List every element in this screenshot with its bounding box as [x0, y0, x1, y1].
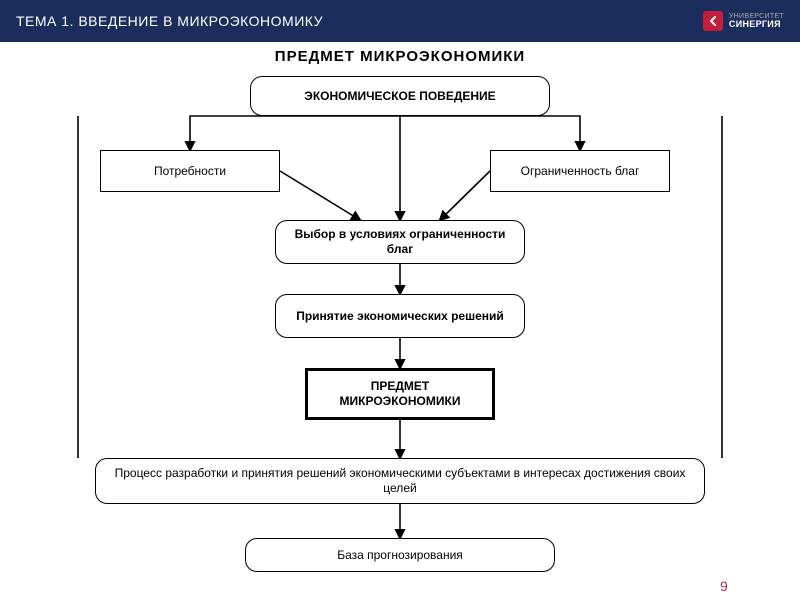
page-number: 9 — [720, 578, 728, 594]
logo-text: УНИВЕРСИТЕТ СИНЕРГИЯ — [729, 13, 784, 29]
node-n4: Выбор в условиях ограниченности благ — [275, 220, 525, 264]
node-n3: Ограниченность благ — [490, 150, 670, 192]
logo: УНИВЕРСИТЕТ СИНЕРГИЯ — [703, 11, 784, 31]
header-bar: ТЕМА 1. ВВЕДЕНИЕ В МИКРОЭКОНОМИКУ УНИВЕР… — [0, 0, 800, 42]
diagram-title: ПРЕДМЕТ МИКРОЭКОНОМИКИ — [0, 48, 800, 65]
logo-badge-icon — [703, 11, 723, 31]
logo-text-bottom: СИНЕРГИЯ — [729, 20, 784, 29]
node-n6: ПРЕДМЕТ МИКРОЭКОНОМИКИ — [305, 368, 495, 420]
node-n5: Принятие экономических решений — [275, 294, 525, 338]
node-n1: ЭКОНОМИЧЕСКОЕ ПОВЕДЕНИЕ — [250, 76, 550, 116]
node-n2: Потребности — [100, 150, 280, 192]
header-title: ТЕМА 1. ВВЕДЕНИЕ В МИКРОЭКОНОМИКУ — [16, 13, 323, 29]
diagram-area: ПРЕДМЕТ МИКРОЭКОНОМИКИ 9 ЭКОНОМИЧЕСКОЕ П… — [0, 42, 800, 600]
node-n7: Процесс разработки и принятия решений эк… — [95, 458, 705, 504]
node-n8: База прогнозирования — [245, 538, 555, 572]
